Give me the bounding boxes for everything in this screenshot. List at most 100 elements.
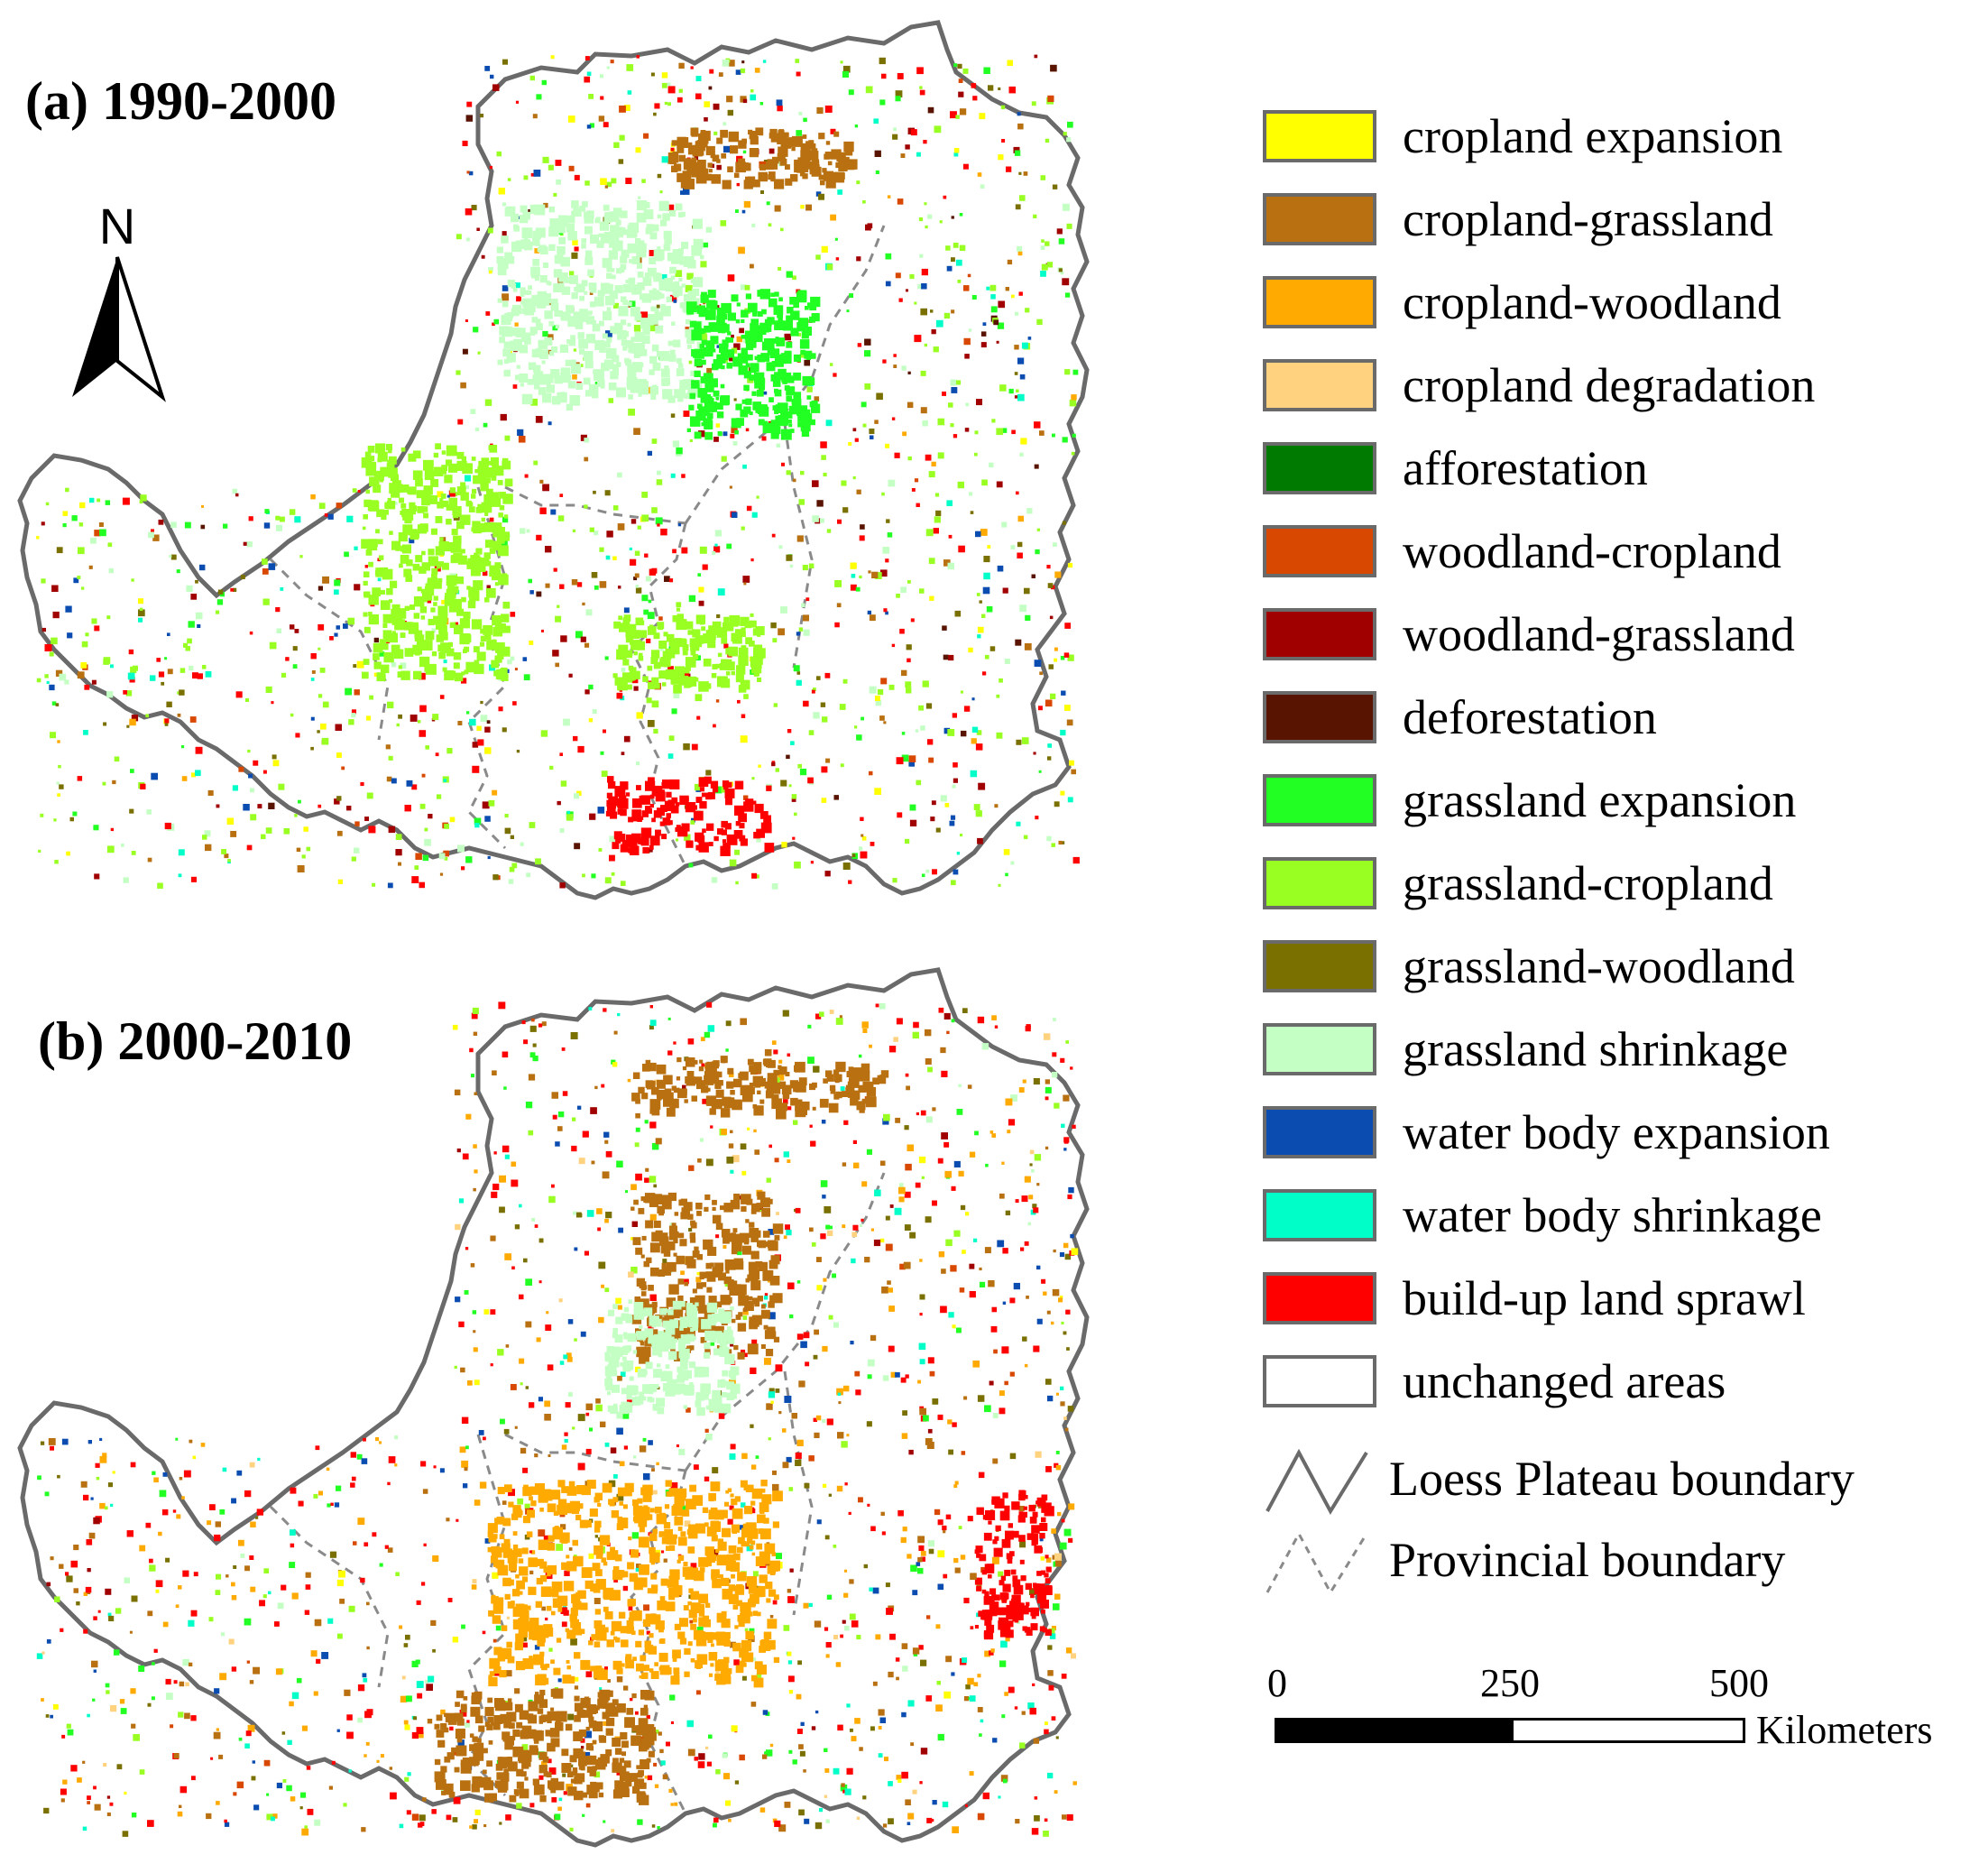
change-patch <box>364 565 368 568</box>
change-patch <box>435 752 439 757</box>
change-patch <box>83 730 88 735</box>
change-patch <box>896 1676 899 1681</box>
change-patch <box>484 512 489 516</box>
change-patch <box>531 1018 535 1022</box>
change-patch <box>558 1797 563 1802</box>
change-patch <box>733 1659 740 1665</box>
change-patch <box>470 1263 475 1268</box>
change-patch <box>428 1675 435 1683</box>
change-patch <box>647 267 657 277</box>
change-patch <box>637 525 641 530</box>
change-patch <box>576 582 583 587</box>
change-patch <box>886 1608 893 1615</box>
change-patch <box>642 277 652 286</box>
change-patch <box>363 1437 366 1442</box>
change-patch <box>529 641 534 645</box>
change-patch <box>106 1795 111 1799</box>
change-patch <box>841 1441 848 1448</box>
change-patch <box>1040 245 1045 250</box>
change-patch <box>179 1477 183 1481</box>
change-patch <box>745 398 752 405</box>
change-patch <box>564 1438 568 1444</box>
change-patch <box>982 586 990 595</box>
change-patch <box>758 419 765 426</box>
change-patch <box>608 796 619 807</box>
change-patch <box>476 651 486 661</box>
change-patch <box>927 1066 933 1073</box>
change-patch <box>294 516 301 523</box>
change-patch <box>167 632 170 636</box>
change-patch <box>158 1531 162 1536</box>
change-patch <box>695 1295 705 1306</box>
change-patch <box>335 724 342 731</box>
change-patch <box>66 851 70 856</box>
change-patch <box>952 1826 959 1833</box>
change-patch <box>713 300 718 306</box>
change-patch <box>524 1503 530 1509</box>
change-patch <box>479 468 487 477</box>
change-patch <box>635 238 641 245</box>
change-patch <box>1003 849 1010 855</box>
change-patch <box>772 1600 778 1605</box>
change-patch <box>405 1634 410 1640</box>
change-patch <box>843 1592 849 1598</box>
change-patch <box>788 1749 793 1754</box>
change-patch <box>1047 743 1052 748</box>
change-patch <box>833 1322 839 1328</box>
change-patch <box>918 705 924 711</box>
change-patch <box>391 540 401 550</box>
change-patch <box>495 1625 502 1631</box>
change-patch <box>54 860 59 864</box>
change-patch <box>246 541 253 548</box>
change-patch <box>659 190 663 194</box>
change-patch <box>639 1445 647 1453</box>
change-patch <box>472 1824 477 1830</box>
change-patch <box>649 250 656 256</box>
change-patch <box>661 156 668 163</box>
change-patch <box>747 354 753 361</box>
change-patch <box>627 373 637 382</box>
change-patch <box>454 1365 457 1370</box>
change-patch <box>754 377 766 389</box>
change-patch <box>471 205 477 211</box>
change-patch <box>800 143 811 153</box>
change-patch <box>953 63 958 68</box>
change-patch <box>718 72 723 77</box>
change-patch <box>741 714 746 718</box>
change-patch <box>822 1483 827 1488</box>
change-patch <box>861 1218 864 1222</box>
change-patch <box>439 537 444 541</box>
change-patch <box>1000 1775 1008 1782</box>
change-patch <box>139 607 143 611</box>
change-patch <box>244 1618 252 1626</box>
change-patch <box>908 1449 914 1455</box>
change-patch <box>712 1206 716 1211</box>
change-patch <box>528 285 532 291</box>
change-patch <box>953 778 958 783</box>
change-patch <box>584 76 591 83</box>
change-patch <box>479 641 485 647</box>
change-patch <box>905 838 910 844</box>
change-patch <box>704 101 710 107</box>
change-patch <box>172 1509 177 1513</box>
change-patch <box>962 1250 966 1254</box>
change-patch <box>419 730 427 737</box>
change-patch <box>486 720 491 724</box>
change-patch <box>639 620 645 625</box>
change-patch <box>942 1525 947 1531</box>
change-patch <box>769 1743 774 1748</box>
change-patch <box>802 134 807 139</box>
change-patch <box>699 328 705 335</box>
change-patch <box>905 144 910 150</box>
change-patch <box>916 67 924 75</box>
change-patch <box>870 1228 874 1232</box>
change-patch <box>499 492 506 499</box>
change-patch <box>530 331 536 337</box>
change-patch <box>762 1754 768 1759</box>
change-patch <box>903 1261 911 1269</box>
change-patch <box>619 623 629 632</box>
change-patch <box>812 515 819 522</box>
change-patch <box>666 1741 670 1747</box>
change-patch <box>653 728 658 734</box>
change-patch <box>782 1462 789 1469</box>
